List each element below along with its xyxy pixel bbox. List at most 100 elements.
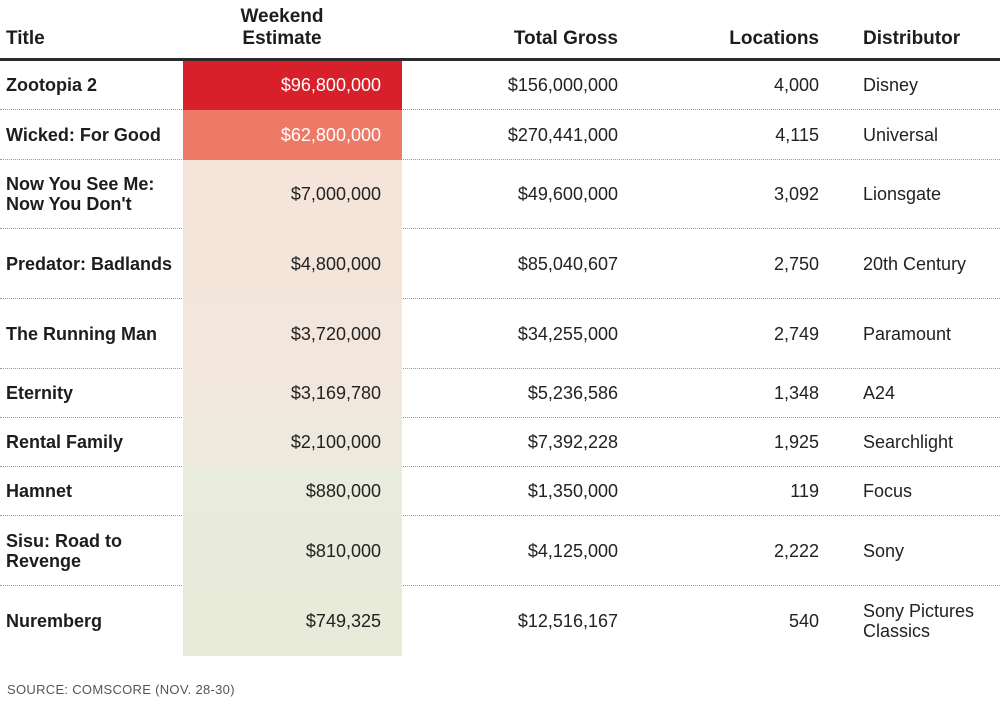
row-title: Wicked: For Good [6,110,176,159]
row-title: Nuremberg [6,586,176,656]
header-rule [0,58,1000,61]
estimate-heat-cell [183,467,402,517]
row-locations: 119 [640,467,819,515]
table-row: Predator: Badlands $4,800,000 $85,040,607 2… [0,229,1000,300]
estimate-heat-cell [183,418,402,468]
row-locations: 3,092 [640,160,819,228]
row-title-text: Eternity [6,383,74,403]
header-distributor-label: Distributor [863,28,961,49]
row-distributor-text: Paramount [863,323,952,344]
row-title-text: Sisu: Road to Revenge [6,530,122,571]
row-title-text: Hamnet [6,481,73,501]
row-locations-text: 2,750 [773,253,819,274]
estimate-heat-cell [183,369,402,419]
row-locations-text: 2,222 [773,540,819,561]
header-locations: Locations [640,0,819,56]
header-estimate-line1: Weekend [240,6,324,27]
row-estimate: $3,169,780 [183,369,402,417]
row-estimate-text: $96,800,000 [280,75,381,95]
row-gross-text: $156,000,000 [507,75,618,95]
header-title-label: Title [6,28,45,49]
row-locations: 4,000 [640,61,819,109]
row-distributor: Focus [863,467,998,515]
row-locations-text: 3,092 [773,184,819,204]
table-row: Hamnet $880,000 $1,350,000 119 Focus [0,467,1000,517]
row-estimate-text: $3,169,780 [290,383,381,403]
row-distributor: A24 [863,369,998,417]
row-title: Hamnet [6,467,176,515]
row-distributor: Universal [863,110,998,159]
row-title-text: Now You See Me: Now You Don't [6,174,155,214]
row-distributor: 20th Century [863,229,998,298]
row-estimate-text: $880,000 [305,481,381,501]
row-locations-text: 4,115 [775,124,819,145]
estimate-heat-cell [183,516,402,587]
row-distributor-text: 20th Century [863,253,967,274]
row-title: Predator: Badlands [6,229,176,298]
row-distributor-text: Sony Pictures Classics [863,601,975,641]
row-gross-text: $270,441,000 [507,124,618,145]
row-distributor: Disney [863,61,998,109]
row-distributor: Sony [863,516,998,585]
row-gross-text: $1,350,000 [527,481,618,501]
row-estimate-text: $749,325 [305,611,381,631]
row-locations: 1,925 [640,418,819,466]
header-title: Title [6,0,176,56]
row-title-text: Predator: Badlands [6,253,173,274]
row-locations-text: 1,925 [773,432,819,452]
row-title-text: Nuremberg [6,611,103,631]
row-gross: $4,125,000 [410,516,618,585]
row-distributor-text: Focus [863,481,913,501]
row-estimate-text: $810,000 [305,540,381,561]
row-locations-text: 1,348 [773,383,819,403]
table-row: Wicked: For Good $62,800,000 $270,441,000 4… [0,110,1000,161]
row-locations: 540 [640,586,819,656]
row-title: Now You See Me: Now You Don't [6,160,176,228]
row-gross: $270,441,000 [410,110,618,159]
row-locations: 4,115 [640,110,819,159]
row-estimate-text: $3,720,000 [290,323,381,344]
row-gross-text: $85,040,607 [517,253,618,274]
row-estimate: $749,325 [183,586,402,656]
header-distributor: Distributor [863,0,998,56]
header-gross-label: Total Gross [513,28,618,49]
row-distributor: Sony Pictures Classics [863,586,998,656]
estimate-heat-cell [183,229,402,300]
table-row: The Running Man $3,720,000 $34,255,000 2,74… [0,299,1000,370]
row-gross: $85,040,607 [410,229,618,298]
table-row: Sisu: Road to Revenge $810,000 $4,125,000 2… [0,516,1000,587]
row-gross: $12,516,167 [410,586,618,656]
table-row: Now You See Me: Now You Don't $7,000,000 $… [0,160,1000,230]
row-locations-text: 2,749 [773,323,819,344]
row-estimate: $7,000,000 [183,160,402,228]
row-gross-text: $12,516,167 [517,611,618,631]
estimate-heat-cell [183,110,402,161]
row-estimate: $62,800,000 [183,110,402,159]
row-estimate-text: $7,000,000 [290,184,381,204]
source-note: SOURCE: COMSCORE (NOV. 28-30) [7,682,235,697]
row-estimate-text: $4,800,000 [290,253,381,274]
row-title-text: The Running Man [6,323,157,344]
estimate-heat-cell [183,61,402,111]
row-locations-text: 4,000 [773,75,819,95]
row-gross-text: $5,236,586 [527,383,618,403]
row-gross-text: $7,392,228 [527,432,618,452]
row-title-text: Wicked: For Good [6,124,161,145]
row-title: Eternity [6,369,176,417]
row-locations: 1,348 [640,369,819,417]
row-distributor-text: Sony [863,540,905,561]
row-gross-text: $4,125,000 [527,540,618,561]
row-distributor-text: Disney [863,75,919,95]
estimate-heat-cell [183,586,402,656]
row-locations: 2,749 [640,299,819,368]
row-title-text: Rental Family [6,432,124,452]
row-distributor-text: Lionsgate [863,184,942,204]
table-row: Zootopia 2 $96,800,000 $156,000,000 4,000 Di… [0,61,1000,111]
row-gross: $34,255,000 [410,299,618,368]
row-title: The Running Man [6,299,176,368]
row-gross-text: $49,600,000 [517,184,618,204]
estimate-heat-cell [183,160,402,230]
header-gross: Total Gross [410,0,618,56]
row-estimate-text: $62,800,000 [280,124,381,145]
